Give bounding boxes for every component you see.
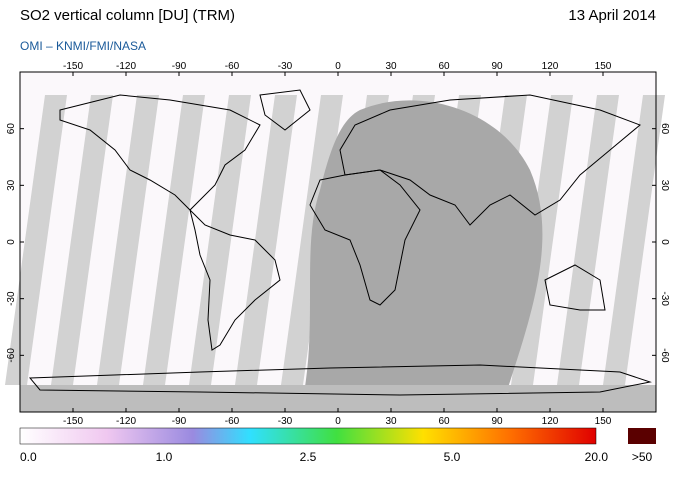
lon-label-bottom: -30 xyxy=(278,416,293,427)
lat-label-right: -60 xyxy=(659,348,670,363)
map-ticks: -150 -150 -120 -120 -90 -90 -60 -60 -30 -30 0 0 30 30… xyxy=(6,61,670,427)
lon-label-bottom: 150 xyxy=(595,416,612,427)
lon-label-top: -60 xyxy=(225,61,240,72)
lat-label-left: -30 xyxy=(6,291,17,306)
colorbar-label: 0.0 xyxy=(20,450,37,464)
lon-label-bottom: 90 xyxy=(491,416,503,427)
colorbar-label: 1.0 xyxy=(156,450,173,464)
colorbar-label: 2.5 xyxy=(300,450,317,464)
map-frame xyxy=(19,71,657,413)
lon-label-top: 30 xyxy=(385,61,397,72)
map: -150 -150 -120 -120 -90 -90 -60 -60 -30 -30 0 0 30 30… xyxy=(5,61,670,427)
date: 13 April 2014 xyxy=(568,7,656,24)
polar-band xyxy=(20,385,656,412)
lon-label-bottom: -150 xyxy=(63,416,83,427)
lon-label-bottom: 30 xyxy=(385,416,397,427)
lat-label-right: 30 xyxy=(659,180,670,192)
source: OMI – KNMI/FMI/NASA xyxy=(20,39,146,53)
swath xyxy=(189,95,251,385)
lon-label-top: -90 xyxy=(172,61,187,72)
lat-label-left: 0 xyxy=(6,239,17,245)
lat-label-left: 60 xyxy=(6,123,17,135)
colorbar-over xyxy=(628,428,656,444)
lat-label-right: 60 xyxy=(659,123,670,135)
lon-label-bottom: -60 xyxy=(225,416,240,427)
lat-label-right: -30 xyxy=(659,291,670,306)
lon-label-top: -150 xyxy=(63,61,83,72)
swath xyxy=(97,95,159,385)
lon-label-bottom: -90 xyxy=(172,416,187,427)
lon-label-top: 90 xyxy=(491,61,503,72)
lon-label-bottom: 120 xyxy=(542,416,559,427)
swath xyxy=(143,95,205,385)
swath xyxy=(51,95,113,385)
colorbar-labels: 0.0 1.0 2.5 5.0 20.0 xyxy=(20,450,608,464)
lon-label-top: 60 xyxy=(438,61,450,72)
swath xyxy=(603,95,665,385)
title: SO2 vertical column [DU] (TRM) xyxy=(20,7,235,24)
lat-label-left: -60 xyxy=(6,348,17,363)
lon-label-top: 150 xyxy=(595,61,612,72)
coastlines xyxy=(28,89,652,396)
lat-label-right: 0 xyxy=(659,239,670,245)
lon-label-top: -120 xyxy=(116,61,136,72)
lon-label-bottom: 60 xyxy=(438,416,450,427)
night-region xyxy=(300,100,543,413)
lon-label-top: -30 xyxy=(278,61,293,72)
lon-label-top: 120 xyxy=(542,61,559,72)
lon-label-top: 0 xyxy=(335,61,341,72)
colorbar-label: 5.0 xyxy=(444,450,461,464)
swath xyxy=(557,95,619,385)
swath xyxy=(235,95,297,385)
lat-label-left: 30 xyxy=(6,179,17,191)
lon-label-bottom: 0 xyxy=(335,416,341,427)
colorbar-label: 20.0 xyxy=(585,450,609,464)
colorbar-over-label: >50 xyxy=(632,450,653,464)
lon-label-bottom: -120 xyxy=(116,416,136,427)
colorbar xyxy=(19,427,597,445)
